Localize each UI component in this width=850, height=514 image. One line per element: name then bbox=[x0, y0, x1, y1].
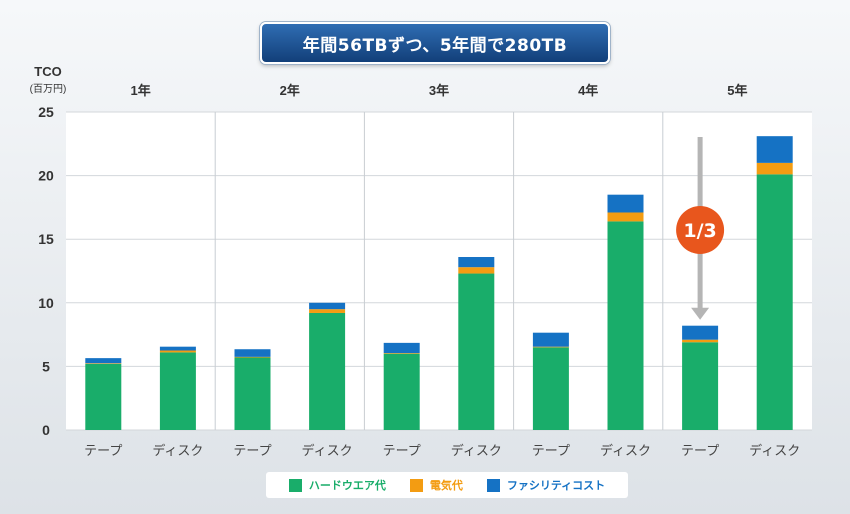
y-axis-unit-line2: (百万円) bbox=[29, 84, 67, 95]
legend-swatch-facility bbox=[486, 478, 500, 492]
legend-label-power: 電気代 bbox=[429, 479, 463, 492]
x-tick-label-6: ディスク bbox=[451, 443, 502, 458]
x-tick-label-5: テープ bbox=[383, 443, 421, 458]
bar-hardware-2 bbox=[159, 352, 196, 430]
bar-facility-2 bbox=[159, 346, 196, 351]
bar-hardware-6 bbox=[458, 273, 495, 430]
bar-hardware-1 bbox=[85, 363, 122, 430]
group-label-5: 5年 bbox=[727, 83, 747, 98]
legend-item-power: 電気代 bbox=[409, 477, 463, 493]
legend-item-facility: ファシリティコスト bbox=[486, 477, 606, 493]
arrow-head bbox=[691, 307, 710, 320]
bar-hardware-5 bbox=[383, 353, 420, 430]
group-label-4: 4年 bbox=[578, 83, 598, 98]
bar-power-1 bbox=[85, 363, 122, 364]
bar-facility-4 bbox=[309, 302, 346, 310]
y-tick-label-25: 25 bbox=[38, 104, 54, 120]
y-tick-label-5: 5 bbox=[42, 358, 50, 374]
bar-hardware-10 bbox=[756, 174, 793, 430]
bar-power-6 bbox=[458, 267, 495, 274]
callout-label: 1/3 bbox=[683, 220, 716, 242]
group-label-3: 3年 bbox=[429, 83, 449, 98]
x-tick-label-2: ディスク bbox=[152, 443, 203, 458]
bar-hardware-9 bbox=[682, 342, 719, 430]
group-label-1: 1年 bbox=[130, 83, 150, 98]
x-tick-label-4: ディスク bbox=[302, 443, 353, 458]
bar-facility-9 bbox=[682, 325, 719, 340]
legend-swatch-hardware bbox=[288, 478, 302, 492]
bar-facility-10 bbox=[756, 136, 793, 163]
x-tick-label-10: ディスク bbox=[749, 443, 800, 458]
legend-item-hardware: ハードウエア代 bbox=[288, 477, 386, 493]
bar-power-2 bbox=[159, 350, 196, 353]
legend-label-hardware: ハードウエア代 bbox=[308, 479, 386, 492]
y-axis-unit-label: TCO (百万円) bbox=[18, 64, 78, 95]
x-tick-label-1: テープ bbox=[84, 443, 122, 458]
y-tick-label-10: 10 bbox=[38, 295, 54, 311]
bar-power-10 bbox=[756, 162, 793, 175]
bar-hardware-4 bbox=[309, 312, 346, 430]
bar-power-9 bbox=[682, 339, 719, 343]
bar-facility-8 bbox=[607, 194, 644, 213]
x-tick-label-9: テープ bbox=[681, 443, 719, 458]
x-tick-label-3: テープ bbox=[233, 443, 271, 458]
x-tick-label-8: ディスク bbox=[600, 443, 651, 458]
bar-facility-7 bbox=[532, 332, 569, 347]
callout-circle bbox=[676, 206, 725, 254]
summary-banner: 年間56TBずつ、5年間で280TB bbox=[260, 22, 610, 64]
y-tick-label-15: 15 bbox=[38, 231, 54, 247]
bar-hardware-7 bbox=[532, 347, 569, 430]
y-axis-unit-line1: TCO bbox=[34, 64, 62, 79]
legend: ハードウエア代 電気代 ファシリティコスト bbox=[266, 472, 628, 498]
bar-power-7 bbox=[532, 346, 569, 348]
y-tick-label-20: 20 bbox=[38, 168, 54, 184]
legend-label-facility: ファシリティコスト bbox=[506, 479, 606, 492]
x-tick-label-7: テープ bbox=[532, 443, 570, 458]
bar-facility-1 bbox=[85, 358, 122, 364]
bar-power-4 bbox=[309, 309, 346, 313]
y-tick-label-0: 0 bbox=[42, 422, 50, 438]
bar-facility-3 bbox=[234, 349, 271, 357]
bar-hardware-3 bbox=[234, 357, 271, 430]
bar-facility-6 bbox=[458, 257, 495, 268]
bar-power-8 bbox=[607, 212, 644, 222]
group-label-2: 2年 bbox=[280, 83, 300, 98]
bar-power-3 bbox=[234, 356, 271, 358]
bar-facility-5 bbox=[383, 342, 420, 354]
bar-power-5 bbox=[383, 353, 420, 354]
bar-hardware-8 bbox=[607, 221, 644, 430]
legend-swatch-power bbox=[409, 478, 423, 492]
